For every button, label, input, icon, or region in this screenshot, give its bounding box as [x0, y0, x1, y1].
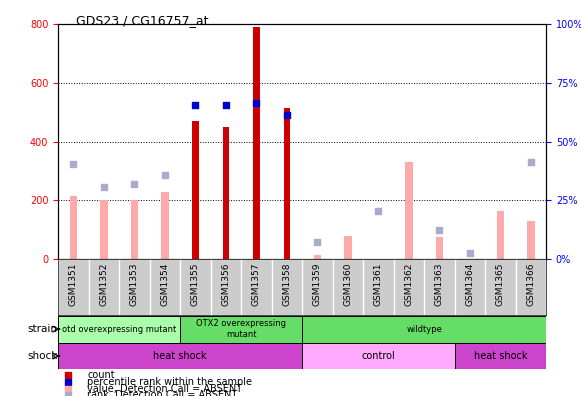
Text: otd overexpressing mutant: otd overexpressing mutant — [62, 325, 176, 333]
Point — [465, 250, 475, 257]
Bar — [131, 200, 138, 259]
Bar — [58, 343, 302, 369]
Point — [282, 112, 292, 118]
Text: GSM1365: GSM1365 — [496, 262, 505, 306]
Bar — [314, 255, 321, 259]
Bar — [284, 108, 290, 259]
Point — [374, 208, 383, 214]
Text: GSM1355: GSM1355 — [191, 262, 200, 306]
Text: GSM1351: GSM1351 — [69, 262, 78, 306]
Bar — [302, 343, 454, 369]
Bar — [497, 211, 504, 259]
Point — [160, 172, 170, 179]
Bar — [527, 221, 535, 259]
Bar — [100, 200, 107, 259]
Text: strain: strain — [27, 324, 58, 334]
Point — [313, 238, 322, 245]
Text: GSM1366: GSM1366 — [526, 262, 535, 306]
Text: count: count — [87, 370, 115, 380]
Text: percentile rank within the sample: percentile rank within the sample — [87, 377, 252, 387]
Text: GSM1356: GSM1356 — [221, 262, 230, 306]
Bar — [70, 196, 77, 259]
Bar — [180, 316, 302, 343]
Text: value, Detection Call = ABSENT: value, Detection Call = ABSENT — [87, 384, 242, 394]
Text: OTX2 overexpressing
mutant: OTX2 overexpressing mutant — [196, 320, 286, 339]
Text: GSM1352: GSM1352 — [99, 262, 108, 306]
Text: heat shock: heat shock — [474, 351, 527, 361]
Text: GSM1364: GSM1364 — [465, 262, 474, 306]
Text: GSM1360: GSM1360 — [343, 262, 352, 306]
Text: GSM1362: GSM1362 — [404, 262, 413, 306]
Text: wildtype: wildtype — [406, 325, 442, 333]
Text: GSM1357: GSM1357 — [252, 262, 261, 306]
Bar — [58, 316, 180, 343]
Text: rank, Detection Call = ABSENT: rank, Detection Call = ABSENT — [87, 390, 238, 396]
Point — [526, 159, 536, 166]
Point — [99, 184, 109, 190]
Point — [221, 102, 231, 108]
Bar — [253, 27, 260, 259]
Bar — [405, 162, 413, 259]
Point — [252, 100, 261, 107]
Bar — [436, 237, 443, 259]
Text: control: control — [361, 351, 395, 361]
Point — [130, 181, 139, 187]
Bar — [344, 236, 352, 259]
Bar — [223, 127, 229, 259]
Text: GSM1358: GSM1358 — [282, 262, 291, 306]
Text: heat shock: heat shock — [153, 351, 207, 361]
Point — [191, 102, 200, 108]
Text: shock: shock — [27, 351, 58, 361]
Text: GSM1359: GSM1359 — [313, 262, 322, 306]
Point — [435, 227, 444, 233]
Bar — [454, 343, 546, 369]
Text: GSM1363: GSM1363 — [435, 262, 444, 306]
Text: GSM1353: GSM1353 — [130, 262, 139, 306]
Bar — [192, 121, 199, 259]
Bar — [161, 192, 168, 259]
Text: GDS23 / CG16757_at: GDS23 / CG16757_at — [76, 14, 208, 27]
Point — [69, 160, 78, 167]
Text: GSM1361: GSM1361 — [374, 262, 383, 306]
Bar — [302, 316, 546, 343]
Text: GSM1354: GSM1354 — [160, 262, 169, 306]
